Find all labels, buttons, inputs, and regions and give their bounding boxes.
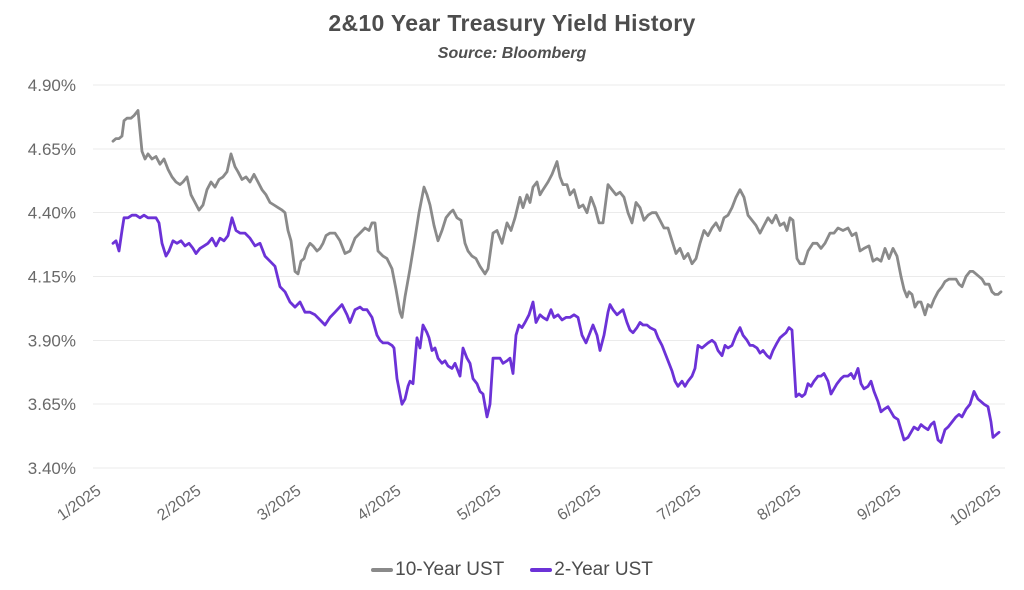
x-tick-label: 2/2025	[154, 482, 204, 524]
y-tick-label: 4.90%	[28, 76, 76, 95]
chart-title: 2&10 Year Treasury Yield History	[328, 10, 696, 36]
y-tick-label: 3.65%	[28, 395, 76, 414]
x-tick-label: 10/2025	[947, 482, 1004, 529]
x-axis-labels: 1/2025 2/2025 3/2025 4/2025 5/2025 6/2025 7/20…	[54, 482, 1004, 529]
y-tick-label: 3.90%	[28, 331, 76, 350]
x-tick-label: 9/2025	[854, 482, 904, 524]
gridlines	[93, 84, 1005, 469]
y-tick-label: 4.65%	[28, 140, 76, 159]
series-line-10-year-ust	[111, 109, 1003, 319]
x-tick-label: 8/2025	[754, 482, 804, 524]
x-tick-label: 6/2025	[554, 482, 604, 524]
y-tick-label: 4.15%	[28, 268, 76, 287]
x-tick-label: 5/2025	[454, 482, 504, 524]
legend: 10-Year UST 2-Year UST	[0, 559, 1024, 581]
legend-swatch-10-year-icon	[371, 568, 394, 572]
x-tick-label: 4/2025	[354, 482, 404, 524]
y-tick-label: 4.40%	[28, 204, 76, 223]
x-tick-label: 1/2025	[54, 482, 104, 524]
legend-label-10-year-ust: 10-Year UST	[395, 559, 505, 580]
x-tick-label: 3/2025	[254, 482, 304, 524]
legend-swatch-2-year-icon	[530, 568, 553, 572]
chart-subtitle: Source: Bloomberg	[437, 45, 587, 62]
legend-item-2-year-ust: 2-Year UST	[530, 559, 653, 581]
y-axis-labels: 4.90% 4.65% 4.40% 4.15% 3.90% 3.65% 3.40%	[28, 76, 76, 478]
x-tick-label: 7/2025	[654, 482, 704, 524]
legend-item-10-year-ust: 10-Year UST	[371, 559, 504, 581]
legend-label-2-year-ust: 2-Year UST	[554, 559, 653, 580]
series-line-2-year-ust	[111, 213, 1001, 444]
y-tick-label: 3.40%	[28, 459, 76, 478]
